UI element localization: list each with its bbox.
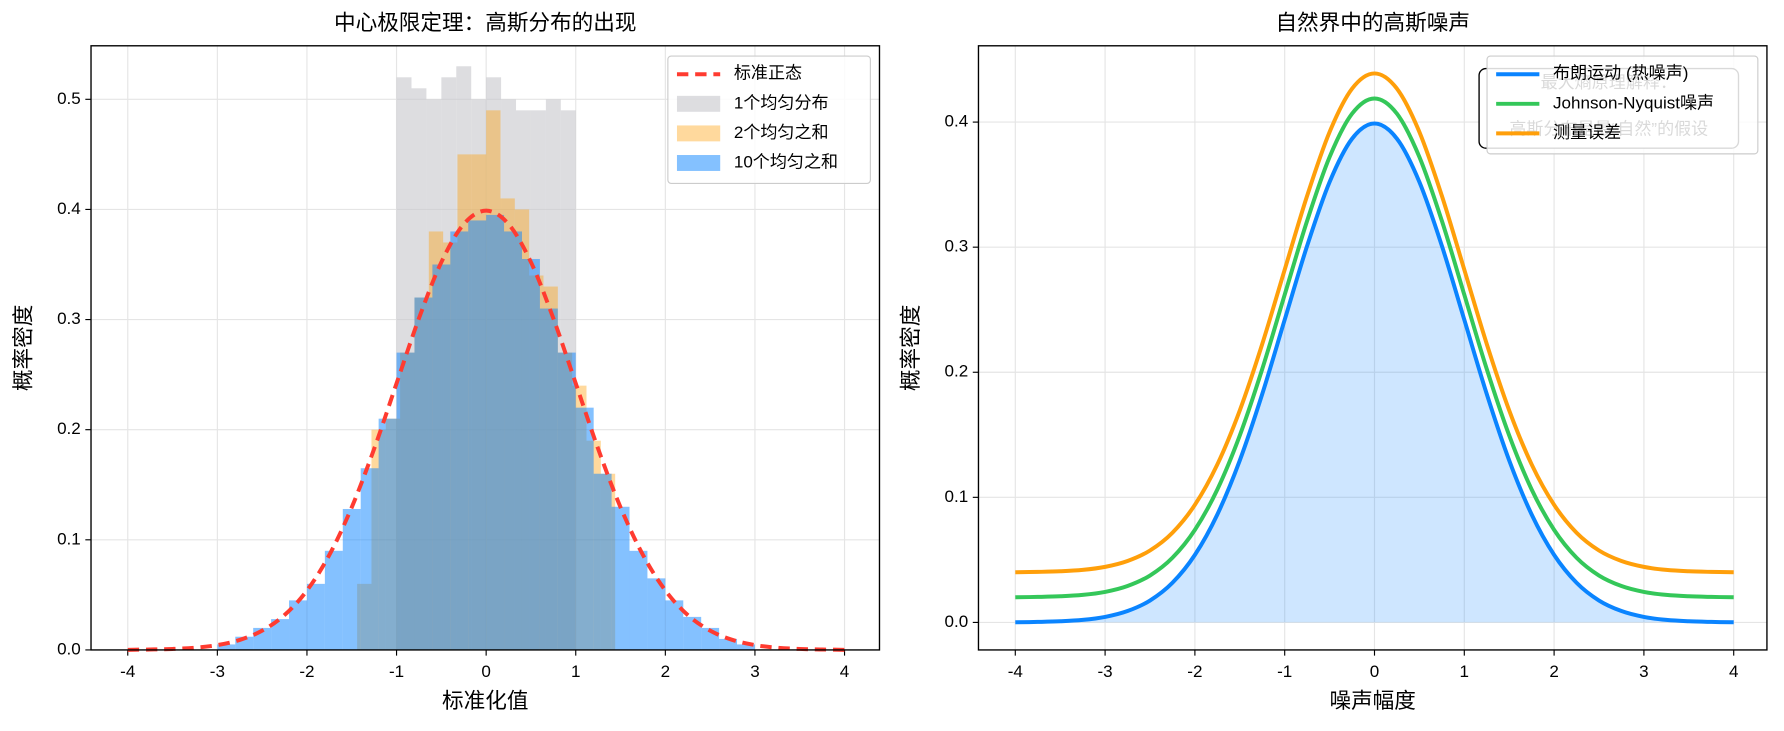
legend-box [667,55,871,185]
hist-bar [378,418,397,650]
y-tick-label: 0.4 [945,112,969,131]
x-tick-label: -2 [299,662,314,681]
legend-label: 10个均匀之和 [734,152,838,171]
hist-bar [396,352,415,650]
legend-label: 测量误差 [1553,123,1621,142]
x-tick-label: -3 [1098,662,1113,681]
hist-bar [468,220,487,650]
chart-title: 中心极限定理：高斯分布的出现 [334,10,637,35]
hist-bar [647,578,666,650]
x-tick-label: -3 [210,662,225,681]
legend-label: Johnson-Nyquist噪声 [1553,93,1714,112]
legend-box [1486,55,1759,155]
y-tick-label: 0.3 [945,237,969,256]
hist-bar [575,407,594,650]
legend-label: 布朗运动 (热噪声) [1553,64,1688,83]
hist-bar [450,231,469,650]
curve [1015,96,1734,600]
legend-swatch [676,125,721,142]
hist-bar [414,297,433,650]
y-tick-label: 0.2 [945,362,969,381]
axes-frame [977,45,1768,651]
x-tick-label: 2 [661,662,670,681]
x-tick-label: 0 [481,662,490,681]
hist-bar [217,644,236,650]
hist-bar [504,231,522,650]
y-tick-label: 0.0 [57,639,81,658]
y-tick-label: 0.5 [57,89,81,108]
hist-bar [271,619,290,650]
y-tick-label: 0.3 [57,309,81,328]
legend-swatch [676,95,721,112]
hist-bar [360,468,379,650]
hist-bar [521,258,540,650]
y-tick-label: 0.4 [57,199,81,218]
x-tick-label: 4 [840,662,849,681]
legend-label: 标准正态 [734,64,802,83]
hist-bar [683,616,702,650]
hist-bar [306,583,325,650]
x-tick-label: -2 [1187,662,1202,681]
x-axis-label: 噪声幅度 [1329,688,1415,713]
y-tick-label: 0.0 [945,612,969,631]
hist-bar [719,638,738,650]
area [1015,123,1734,623]
x-tick-label: 3 [1639,662,1648,681]
curve [1015,71,1734,575]
x-tick-label: -4 [120,662,135,681]
x-tick-label: 2 [1549,662,1558,681]
y-tick-label: 0.2 [57,419,81,438]
x-tick-label: 1 [571,662,580,681]
hist-bar [324,550,343,650]
x-tick-label: -4 [1008,662,1023,681]
hist-bar [432,264,451,650]
x-tick-label: -1 [1277,662,1292,681]
x-axis-label: 标准化值 [442,688,528,713]
axes-frame [90,45,881,651]
x-tick-label: 0 [1370,662,1379,681]
chart-title: 自然界中的高斯噪声 [1275,10,1469,35]
x-tick-label: 1 [1460,662,1469,681]
hist-bar [737,644,755,650]
x-tick-label: -1 [389,662,404,681]
x-tick-label: 3 [750,662,759,681]
y-axis-label: 概率密度 [11,305,36,391]
legend-swatch [676,155,721,171]
legend-label: 1个均匀分布 [734,93,829,112]
curve [127,208,845,652]
hist-bar [593,473,612,650]
hist-bar [665,600,684,650]
y-axis-label: 概率密度 [898,305,923,391]
hist-bar [629,550,648,650]
hist-bar [289,600,307,650]
x-tick-label: 4 [1729,662,1738,681]
hist-bar [611,506,630,650]
hist-bar [539,308,558,650]
hist-bar [486,214,505,650]
y-tick-label: 0.1 [945,487,969,506]
y-tick-label: 0.1 [57,529,81,548]
curve [1015,121,1734,625]
legend-label: 2个均匀之和 [734,123,829,142]
hist-bar [557,352,576,650]
hist-bar [342,508,361,650]
